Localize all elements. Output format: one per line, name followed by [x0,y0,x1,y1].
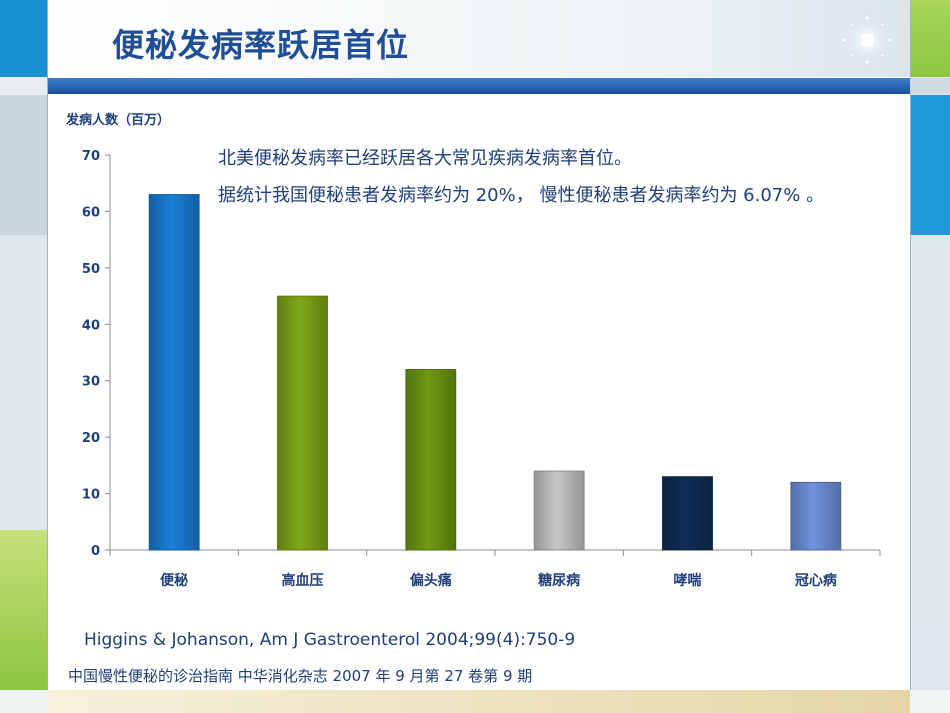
y-tick-label: 30 [82,375,100,390]
bar-偏头痛 [405,369,457,551]
sparkle-icon [841,15,893,65]
header-band [48,0,910,77]
bottom-decor-left [0,690,48,713]
bar-冠心病 [790,481,842,551]
right-decor-gray-block [910,235,950,625]
right-decor-green-block [910,0,950,77]
x-category-label: 便秘 [160,572,188,589]
bar-便秘 [148,194,200,551]
y-tick-label: 20 [82,431,100,446]
reference-citation-1: Higgins & Johanson, Am J Gastroenterol 2… [84,630,576,650]
x-category-label: 哮喘 [674,572,702,589]
right-decor-line [910,0,911,713]
bar-高血压 [277,295,328,551]
left-decor-light-block [0,235,48,530]
description-line-1: 北美便秘发病率已经跃居各大常见疾病发病率首位。 [218,148,632,169]
bottom-decor-right [910,690,950,713]
x-category-label: 冠心病 [795,572,837,589]
y-tick-label: 70 [82,149,100,164]
x-category-label: 高血压 [282,572,324,589]
description-text: 北美便秘发病率已经跃居各大常见疾病发病率首位。 据统计我国便秘患者发病率约为 2… [218,140,858,214]
left-decor-blue-block [0,0,48,77]
y-tick-label: 40 [82,318,100,333]
x-category-label: 糖尿病 [538,572,580,589]
description-line-2: 据统计我国便秘患者发病率约为 20%， 慢性便秘患者发病率约为 6.07% 。 [218,185,825,206]
reference-citation-2: 中国慢性便秘的诊治指南 中华消化杂志 2007 年 9 月第 27 卷第 9 期 [68,667,533,685]
y-tick-label: 50 [82,262,100,277]
left-decor-line [47,0,48,713]
y-tick-label: 10 [82,488,100,503]
bar-chart: 0 10 20 30 40 50 60 70 便秘 高血压 偏头痛 糖尿病 哮喘 冠心病 [82,149,881,589]
left-decor-green-block [0,530,48,690]
y-axis-label: 发病人数（百万） [66,113,171,128]
bottom-decor-bar [48,690,910,713]
y-tick-label: 60 [82,205,100,220]
slide-title: 便秘发病率跃居首位 [112,26,410,64]
bar-糖尿病 [533,470,585,551]
left-decor-gray-block [0,95,48,235]
right-decor-blue-block [910,95,950,235]
header-divider-bar [48,78,910,94]
bar-哮喘 [662,476,713,551]
y-tick-label: 0 [91,544,100,559]
header-divider-right [910,78,950,94]
x-category-label: 偏头痛 [410,572,452,589]
